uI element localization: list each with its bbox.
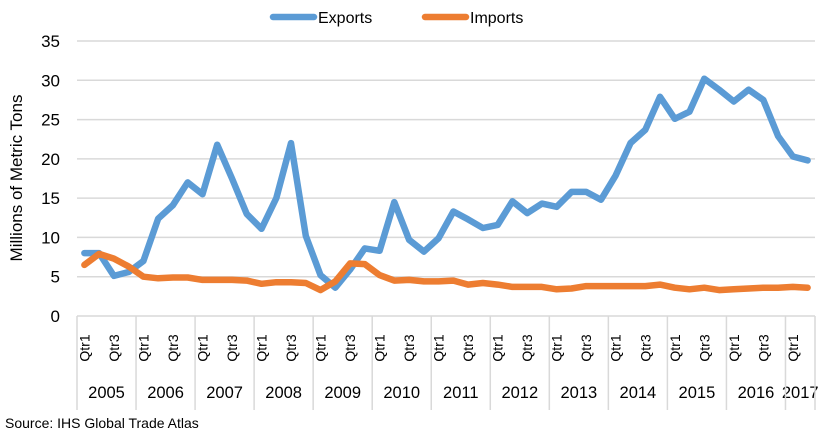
- series-line-imports: [81, 250, 811, 294]
- x-axis: Qtr1 Qtr3 2005 Qtr1 Qtr3 2006 Qtr1 Qtr3 2007 Qtr1…: [76, 315, 819, 410]
- y-tick-label: 20: [41, 150, 60, 169]
- x-tick-label: Qtr3: [342, 334, 358, 361]
- y-tick-label: 10: [41, 228, 60, 247]
- year-label: 2012: [501, 384, 538, 402]
- x-tick-label: Qtr1: [76, 334, 92, 361]
- x-tick-label: Qtr3: [637, 334, 653, 361]
- y-tick-label: 5: [51, 268, 60, 287]
- x-tick-label: Qtr1: [490, 334, 506, 361]
- x-tick-label: Qtr1: [608, 334, 624, 361]
- year-label: 2011: [443, 384, 478, 402]
- gridlines: [77, 40, 815, 278]
- y-axis-label: Millions of Metric Tons: [7, 95, 26, 262]
- x-tick-label: Qtr3: [460, 334, 476, 361]
- x-tick-label: Qtr1: [194, 334, 210, 361]
- x-tick-label: Qtr3: [519, 334, 535, 361]
- x-tick-label: Qtr3: [165, 334, 181, 361]
- y-tick-label: 0: [51, 307, 60, 326]
- year-label: 2016: [738, 384, 775, 402]
- y-tick-label: 15: [41, 189, 60, 208]
- year-label: 2013: [560, 384, 597, 402]
- year-label: 2015: [679, 384, 716, 402]
- year-label: 2010: [383, 384, 420, 402]
- x-tick-label: Qtr1: [785, 334, 801, 361]
- source-note: Source: IHS Global Trade Atlas: [5, 415, 199, 431]
- x-tick-label: Qtr3: [401, 334, 417, 361]
- x-tick-label: Qtr1: [135, 334, 151, 361]
- x-tick-label: Qtr3: [283, 334, 299, 361]
- year-label: 2009: [324, 384, 361, 402]
- x-tick-label: Qtr1: [431, 334, 447, 361]
- x-tick-label: Qtr1: [726, 334, 742, 361]
- x-tick-label: Qtr1: [313, 334, 329, 361]
- x-tick-label: Qtr3: [106, 334, 122, 361]
- year-label: 2017: [782, 384, 819, 402]
- y-axis-ticks: 0 5 10 15 20 25 30 35: [41, 32, 60, 326]
- y-tick-label: 25: [41, 111, 60, 130]
- year-label: 2005: [88, 384, 125, 402]
- legend-label-exports: Exports: [318, 10, 372, 27]
- x-tick-label: Qtr1: [254, 334, 270, 361]
- legend: Exports Imports: [269, 10, 523, 27]
- series-lines: [81, 75, 811, 294]
- x-tick-label: Qtr3: [578, 334, 594, 361]
- x-tick-label: Qtr1: [372, 334, 388, 361]
- legend-label-imports: Imports: [470, 10, 523, 27]
- x-tick-label: Qtr3: [696, 334, 712, 361]
- y-tick-label: 30: [41, 71, 60, 90]
- year-label: 2006: [147, 384, 184, 402]
- x-tick-label: Qtr3: [755, 334, 771, 361]
- y-tick-label: 35: [41, 32, 60, 51]
- x-tick-label: Qtr3: [224, 334, 240, 361]
- series-line-exports: [81, 75, 811, 291]
- year-label: 2014: [620, 384, 657, 402]
- x-tick-label: Qtr1: [667, 334, 683, 361]
- year-label: 2007: [206, 384, 243, 402]
- x-tick-label: Qtr1: [549, 334, 565, 361]
- year-label: 2008: [265, 384, 302, 402]
